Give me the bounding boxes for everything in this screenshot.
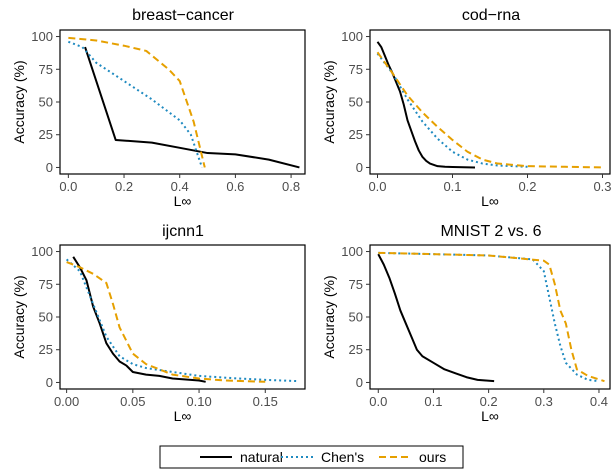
y-axis-label: Accuracy (%) (11, 275, 27, 358)
legend: natural Chen's ours (159, 445, 464, 469)
y-tick-label: 50 (39, 310, 53, 325)
y-tick-label: 100 (31, 244, 53, 259)
x-tick-label: 0.1 (443, 179, 461, 194)
chart-panel-1: breast−cancer 0 25 50 75 100 0.0 0.2 0.4 0.6 0.8 Ac… (11, 7, 306, 209)
y-tick-label: 25 (39, 127, 53, 142)
series-line-chens (376, 52, 528, 168)
x-axis-label: L∞ (481, 193, 499, 209)
series-line-ours (376, 51, 603, 169)
series-line-ours (378, 251, 605, 383)
legend-label-ours: ours (419, 449, 446, 465)
x-tick-label: 0.8 (282, 179, 300, 194)
x-tick-label: 0.0 (368, 179, 386, 194)
y-tick-label: 100 (341, 244, 363, 259)
chart-title: MNIST 2 vs. 6 (440, 223, 541, 240)
plot-frame (369, 29, 611, 175)
y-tick-label: 50 (39, 95, 53, 110)
y-tick-label: 25 (39, 342, 53, 357)
series-line-ours (68, 36, 206, 168)
legend-label-chens: Chen's (321, 449, 364, 465)
x-tick-label: 0.1 (424, 394, 442, 409)
series-line-chens (65, 258, 299, 383)
series-line-natural (72, 256, 206, 383)
y-tick-label: 0 (356, 375, 363, 390)
chart-panel-2: cod−rna 0 25 50 75 100 0.0 0.1 0.2 0.3 Accuracy (%… (321, 7, 612, 209)
x-tick-label: 0.10 (186, 394, 211, 409)
series-group (376, 41, 603, 169)
x-tick-label: 0.05 (120, 394, 145, 409)
x-tick-label: 0.4 (171, 179, 189, 194)
x-tick-label: 0.2 (518, 179, 536, 194)
x-tick-label: 0.2 (480, 394, 498, 409)
chart-title: ijcnn1 (162, 223, 204, 240)
x-tick-label: 0.15 (253, 394, 278, 409)
series-group (65, 256, 299, 383)
y-tick-label: 0 (356, 160, 363, 175)
y-tick-label: 50 (349, 310, 363, 325)
x-axis-label: L∞ (481, 408, 499, 424)
x-tick-label: 0.3 (593, 179, 611, 194)
series-line-ours (66, 261, 266, 383)
y-axis-label: Accuracy (%) (11, 60, 27, 143)
x-axis-label: L∞ (174, 408, 192, 424)
y-axis-label: Accuracy (%) (321, 60, 337, 143)
x-tick-label: 0.00 (54, 394, 79, 409)
x-tick-label: 0.6 (226, 179, 244, 194)
chart-panels: breast−cancer 0 25 50 75 100 0.0 0.2 0.4 0.6 0.8 Ac… (11, 7, 612, 424)
y-tick-label: 100 (341, 29, 363, 44)
chart-title: cod−rna (462, 7, 520, 24)
chart-title: breast−cancer (132, 7, 235, 24)
x-tick-label: 0.2 (115, 179, 133, 194)
y-tick-label: 25 (349, 127, 363, 142)
y-tick-label: 0 (46, 375, 53, 390)
chart-panel-4: MNIST 2 vs. 6 0 25 50 75 100 0.0 0.1 0.2 0.3 0.4 Ac… (321, 223, 611, 424)
series-line-natural (376, 41, 476, 169)
x-tick-label: 0.0 (369, 394, 387, 409)
y-tick-label: 0 (46, 160, 53, 175)
series-line-natural (84, 46, 300, 169)
y-tick-label: 25 (349, 342, 363, 357)
x-tick-label: 0.3 (535, 394, 553, 409)
chart-panel-3: ijcnn1 0 25 50 75 100 0.00 0.05 0.10 0.15 Accuracy… (11, 223, 306, 424)
y-tick-label: 75 (39, 62, 53, 77)
legend-label-natural: natural (240, 449, 283, 465)
series-group (377, 251, 605, 383)
y-tick-label: 75 (39, 277, 53, 292)
plot-frame (59, 29, 306, 175)
plot-frame (369, 244, 611, 390)
x-tick-label: 0.0 (59, 179, 77, 194)
x-axis-label: L∞ (174, 193, 192, 209)
x-tick-label: 0.4 (590, 394, 608, 409)
series-line-natural (377, 253, 495, 383)
y-axis-label: Accuracy (%) (321, 275, 337, 358)
y-tick-label: 50 (349, 95, 363, 110)
y-tick-label: 75 (349, 277, 363, 292)
series-group (67, 36, 300, 169)
series-line-chens (378, 251, 600, 383)
series-line-chens (67, 40, 203, 168)
y-tick-label: 100 (31, 29, 53, 44)
y-tick-label: 75 (349, 62, 363, 77)
